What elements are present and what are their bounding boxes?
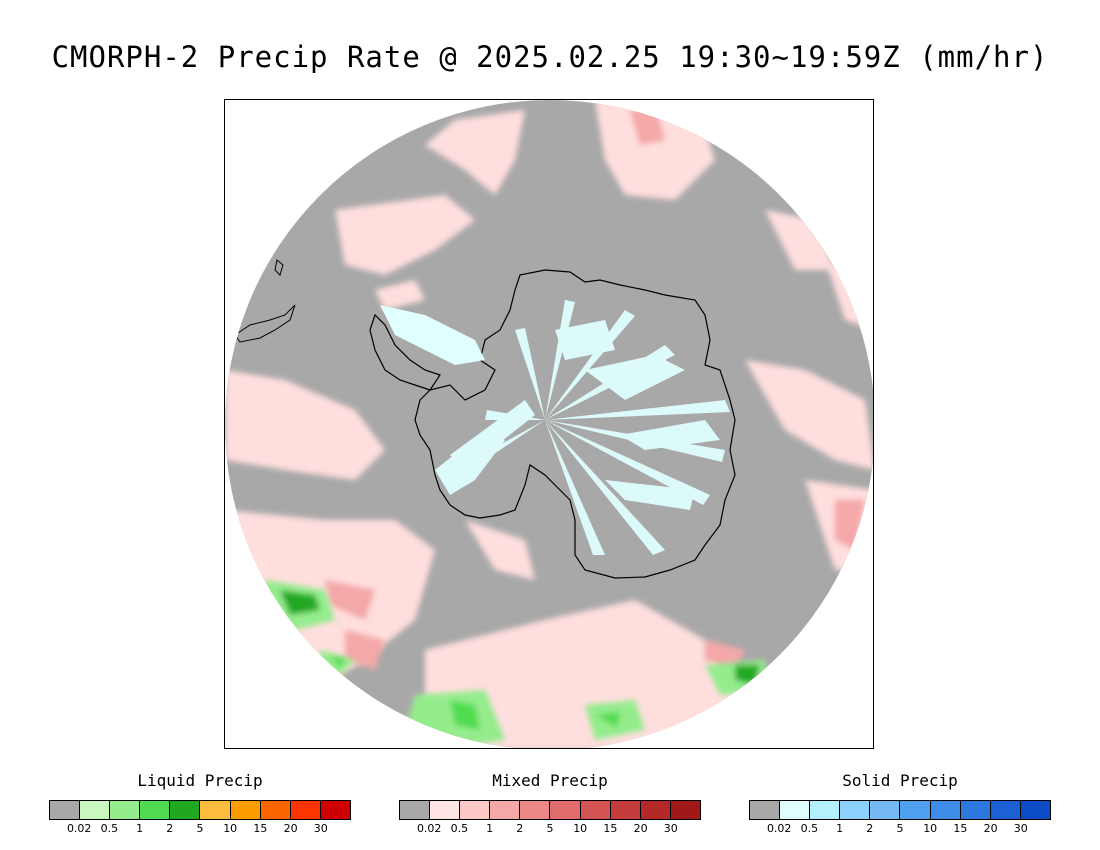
legend-tick-labels: 0.02 0.5 1 2 5 10 15 20 30	[399, 820, 701, 835]
legend-title: Mixed Precip	[492, 771, 608, 790]
legend-tick: 10	[923, 822, 938, 835]
legend-swatch	[840, 801, 871, 819]
legend-tick: 5	[546, 822, 554, 835]
legend-tick: 20	[633, 822, 648, 835]
legend-swatch	[930, 801, 961, 819]
legend-tick: 5	[896, 822, 904, 835]
legend-tick: 2	[866, 822, 874, 835]
legend-swatch	[1020, 801, 1050, 819]
legend-swatch	[320, 801, 350, 819]
legend-tick: 10	[223, 822, 238, 835]
legend-swatch	[870, 801, 901, 819]
legend-tick: 15	[603, 822, 618, 835]
legend-tick: 30	[313, 822, 328, 835]
legend-swatch	[960, 801, 991, 819]
legend-swatch	[580, 801, 611, 819]
legend-tick: 1	[836, 822, 844, 835]
legend-swatch	[460, 801, 491, 819]
legend-swatch	[640, 801, 671, 819]
legend-colorbar	[49, 800, 351, 820]
legend-swatch	[900, 801, 931, 819]
legend-tick: 1	[136, 822, 144, 835]
legend-swatch	[140, 801, 171, 819]
legend-tick: 1	[486, 822, 494, 835]
legend-tick-labels: 0.02 0.5 1 2 5 10 15 20 30	[49, 820, 351, 835]
legend-swatch	[110, 801, 141, 819]
legend-swatch	[550, 801, 581, 819]
legend-swatch	[520, 801, 551, 819]
liquid-precip-areas	[265, 580, 770, 748]
legend-tick: 20	[283, 822, 298, 835]
legend-swatch	[610, 801, 641, 819]
legend-swatch	[430, 801, 461, 819]
legend-tick: 0.02	[766, 822, 792, 835]
legend-swatch	[400, 801, 431, 819]
precip-map	[225, 100, 873, 748]
legend-swatch	[670, 801, 700, 819]
legend-tick: 15	[953, 822, 968, 835]
legend-tick: 0.02	[66, 822, 92, 835]
liquid-precip-legend: Liquid Precip 0.02 0.5 1 2 5 10 15 20 30	[49, 771, 351, 835]
legend-swatch	[750, 801, 781, 819]
legend-swatch	[290, 801, 321, 819]
legend-tick: 0.02	[416, 822, 442, 835]
legend-title: Liquid Precip	[137, 771, 263, 790]
legend-colorbar	[749, 800, 1051, 820]
legend-swatch	[200, 801, 231, 819]
mixed-precip-legend: Mixed Precip 0.02 0.5 1 2 5 10 15 20 30	[399, 771, 701, 835]
legend-tick-labels: 0.02 0.5 1 2 5 10 15 20 30	[749, 820, 1051, 835]
legend-tick: 2	[166, 822, 174, 835]
legend-tick: 30	[1013, 822, 1028, 835]
legend-tick: 15	[253, 822, 268, 835]
legend-title: Solid Precip	[842, 771, 958, 790]
legend-swatch	[260, 801, 291, 819]
legend-tick: 0.5	[100, 822, 119, 835]
legend-tick: 5	[196, 822, 204, 835]
south-america-coast	[234, 304, 296, 343]
legend-tick: 0.5	[800, 822, 819, 835]
legend-tick: 20	[983, 822, 998, 835]
legend-tick: 10	[573, 822, 588, 835]
island-outline	[274, 259, 284, 276]
legend-swatch	[780, 801, 811, 819]
legend-swatch	[990, 801, 1021, 819]
legend-tick: 0.5	[450, 822, 469, 835]
legend-swatch	[230, 801, 261, 819]
legend-swatch	[490, 801, 521, 819]
legend-colorbar	[399, 800, 701, 820]
map-panel	[224, 99, 874, 749]
legend-swatch	[50, 801, 81, 819]
legend-swatch	[80, 801, 111, 819]
antarctica-landmass	[369, 269, 736, 579]
legend-swatch	[810, 801, 841, 819]
legend-tick: 30	[663, 822, 678, 835]
solid-precip-legend: Solid Precip 0.02 0.5 1 2 5 10 15 20 30	[749, 771, 1051, 835]
legend-swatch	[170, 801, 201, 819]
chart-title: CMORPH-2 Precip Rate @ 2025.02.25 19:30~…	[51, 40, 1049, 74]
legend-tick: 2	[516, 822, 524, 835]
